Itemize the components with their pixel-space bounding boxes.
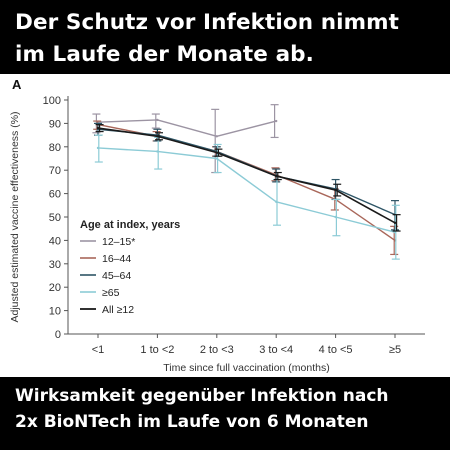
series-2-line: [97, 128, 396, 216]
chart-panel: A 0 10 20 30 40 50 60 70 80 90 100 <1 1 to <2 2 to <3…: [0, 74, 450, 377]
series-2: [94, 122, 399, 231]
series-3: [94, 134, 400, 260]
headline-line-1: Der Schutz vor Infektion nimmt: [15, 10, 400, 35]
series-3-point: [334, 215, 337, 219]
x-tick-label: 4 to <5: [319, 344, 353, 356]
x-tick-label: 1 to <2: [140, 344, 174, 356]
legend-label: All ≥12: [102, 304, 134, 316]
series-3-line: [97, 147, 396, 233]
series-4-point: [334, 188, 337, 192]
axes: 0 10 20 30 40 50 60 70 80 90 100 <1 1 to <2 2 to <3 3 …: [43, 95, 425, 356]
series-0: [92, 104, 279, 174]
series-0-line: [97, 119, 277, 137]
series-4-point: [393, 221, 397, 225]
y-tick-label: 50: [49, 212, 61, 224]
legend-label: 12–15*: [102, 236, 135, 248]
legend-label: ≥65: [102, 287, 120, 299]
series-3-point: [215, 157, 218, 160]
legend-label: 16–44: [102, 253, 131, 265]
series-1: [93, 120, 399, 256]
series-4-point: [275, 174, 278, 178]
x-tick-label: 2 to <3: [200, 344, 234, 356]
legend-label: 45–64: [102, 270, 131, 282]
series-4-point: [215, 151, 218, 154]
legend-title: Age at index, years: [80, 219, 180, 231]
effectiveness-chart: A 0 10 20 30 40 50 60 70 80 90 100 <1 1 to <2 2 to <3…: [9, 77, 425, 374]
series-4-point: [96, 126, 100, 130]
series-3-point: [96, 146, 100, 150]
y-tick-label: 60: [49, 189, 61, 201]
series-0-point: [215, 135, 218, 138]
series-0-point: [156, 118, 159, 122]
panel-label: A: [12, 77, 22, 92]
x-tick-label: ≥5: [389, 344, 401, 356]
caption-line-2: 2x BioNTech im Laufe von 6 Monaten: [15, 412, 369, 432]
series-4-line: [97, 127, 396, 224]
series-4: [95, 123, 401, 232]
series-0-point: [275, 119, 278, 123]
series-4-point: [156, 135, 159, 138]
y-tick-label: 10: [49, 306, 61, 318]
footer-banner: [0, 377, 450, 450]
y-tick-label: 100: [43, 95, 61, 107]
header-banner: [0, 0, 450, 74]
series-3-point: [156, 150, 159, 153]
x-axis-title: Time since full vaccination (months): [163, 362, 330, 374]
legend: Age at index, years 12–15* 16–44 45–64 ≥65 Al…: [80, 219, 180, 316]
y-axis-title: Adjusted estimated vaccine effectiveness…: [9, 111, 21, 322]
series-layer: [92, 104, 401, 260]
y-tick-label: 0: [55, 329, 61, 341]
y-tick-label: 40: [49, 235, 61, 247]
x-tick-label: <1: [92, 344, 105, 356]
y-tick-label: 20: [49, 282, 61, 294]
x-tick-label: 3 to <4: [259, 344, 293, 356]
series-3-point: [275, 200, 278, 203]
y-tick-label: 30: [49, 259, 61, 271]
y-tick-label: 80: [49, 142, 61, 154]
caption-line-1: Wirksamkeit gegenüber Infektion nach: [15, 386, 389, 406]
headline-line-2: im Laufe der Monate ab.: [15, 42, 314, 67]
y-tick-label: 70: [49, 165, 61, 177]
y-tick-label: 90: [49, 118, 61, 130]
